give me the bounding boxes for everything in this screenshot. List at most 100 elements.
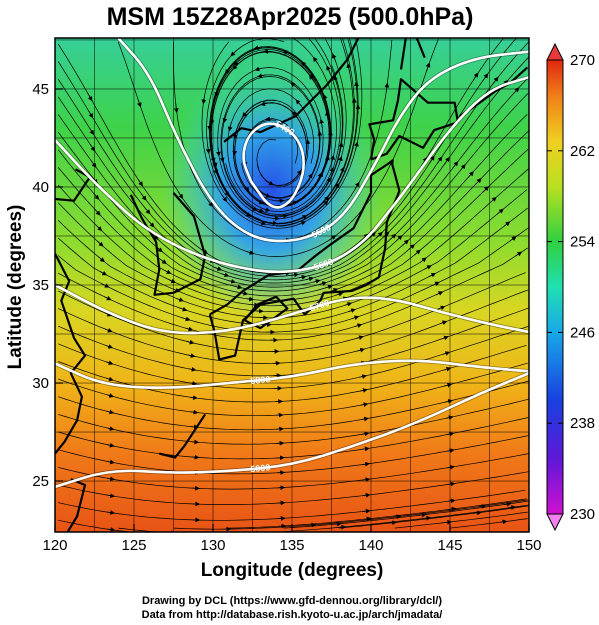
flow-arrow xyxy=(384,82,390,93)
flow-arrow xyxy=(330,288,339,293)
flow-arrow xyxy=(436,156,443,164)
streamline xyxy=(117,38,439,257)
flow-arrow xyxy=(361,416,369,422)
flow-arrow xyxy=(402,239,409,246)
height-contour xyxy=(55,283,529,335)
flow-arrow xyxy=(418,512,427,518)
flow-arrow xyxy=(389,233,397,240)
streamline xyxy=(227,38,337,213)
flow-arrow xyxy=(105,360,114,365)
flow-arrow xyxy=(265,116,274,122)
flow-arrow xyxy=(107,476,115,482)
flow-arrow xyxy=(447,481,456,487)
flow-arrow xyxy=(256,208,265,213)
contour-label: 5900 xyxy=(250,462,271,474)
x-axis-ticks: 120 125 130 135 140 145 150 xyxy=(42,524,542,554)
flow-arrow xyxy=(214,88,219,98)
streamline xyxy=(58,325,529,390)
flow-arrow xyxy=(499,519,508,525)
flow-arrow xyxy=(106,393,115,398)
flow-arrow xyxy=(354,81,359,91)
flow-arrow xyxy=(87,93,93,102)
flow-arrow xyxy=(96,240,104,247)
flow-arrow xyxy=(362,508,371,514)
flow-arrow xyxy=(313,56,319,65)
height-contour xyxy=(55,371,529,489)
flow-arrow xyxy=(89,143,96,152)
coastline xyxy=(223,38,360,143)
coastline xyxy=(399,38,407,70)
flow-arrow xyxy=(344,302,353,307)
flow-arrow xyxy=(447,464,456,470)
flow-arrow xyxy=(207,199,214,208)
flow-arrow xyxy=(354,181,360,190)
flow-arrow xyxy=(210,153,216,163)
flow-arrow xyxy=(98,256,105,263)
flow-arrow xyxy=(445,415,454,420)
flow-arrow xyxy=(425,62,431,72)
streamline xyxy=(58,489,526,521)
flow-arrow xyxy=(201,94,207,105)
flow-arrow xyxy=(513,87,520,94)
height-contour xyxy=(117,38,529,243)
flow-arrow xyxy=(424,265,432,270)
flow-arrow xyxy=(360,402,369,407)
flow-arrow xyxy=(318,171,323,181)
colorbar-gradient xyxy=(546,59,564,515)
flow-arrow xyxy=(459,164,466,172)
flow-arrow xyxy=(222,114,228,124)
flow-arrow xyxy=(444,156,450,165)
flow-arrow xyxy=(443,366,452,372)
flow-arrow xyxy=(187,353,196,358)
y-tick-label: 30 xyxy=(32,375,49,392)
x-tick-label: 140 xyxy=(358,537,383,554)
flow-arrow xyxy=(93,192,100,200)
flow-arrow xyxy=(429,155,435,164)
streamline xyxy=(394,511,529,529)
flow-arrow xyxy=(452,161,459,169)
flow-arrow xyxy=(437,305,446,311)
x-tick-label: 130 xyxy=(200,537,225,554)
flow-arrow xyxy=(338,142,344,152)
flow-arrow xyxy=(442,351,451,356)
flow-arrow xyxy=(95,224,103,232)
flow-arrow xyxy=(106,442,115,448)
flow-arrow xyxy=(473,510,482,516)
flow-arrow xyxy=(258,220,267,226)
x-tick-label: 145 xyxy=(437,537,462,554)
flow-arrow xyxy=(90,160,97,168)
flow-arrow xyxy=(163,269,172,274)
flow-arrow xyxy=(324,284,333,290)
flow-arrow xyxy=(362,461,371,467)
flow-arrow xyxy=(362,477,371,483)
height-contour xyxy=(55,359,529,390)
flow-arrow xyxy=(104,328,113,333)
flow-arrow xyxy=(233,59,241,66)
flow-arrow xyxy=(448,506,457,512)
flow-arrow xyxy=(319,281,328,286)
flow-arrow xyxy=(106,409,115,415)
flow-arrow xyxy=(475,177,482,185)
flow-arrow xyxy=(331,53,337,63)
colorbar-tick-label: 246 xyxy=(570,324,595,341)
height-contour xyxy=(242,122,305,209)
flow-arrow xyxy=(423,515,432,521)
flow-arrow xyxy=(185,326,194,332)
streamline xyxy=(206,38,358,227)
flow-arrow xyxy=(339,166,345,176)
x-tick-label: 120 xyxy=(42,537,67,554)
flow-arrow xyxy=(393,514,402,520)
flow-arrow xyxy=(214,266,223,271)
cold-low-shading xyxy=(162,60,382,320)
flow-arrow xyxy=(503,221,511,227)
flow-arrow xyxy=(482,186,490,193)
streamline xyxy=(58,247,528,341)
flow-arrow xyxy=(335,291,344,297)
flow-arrow xyxy=(106,459,115,465)
streamline xyxy=(118,504,529,532)
streamline xyxy=(57,92,529,292)
flow-arrow xyxy=(354,141,359,151)
flow-arrow xyxy=(205,144,211,154)
flow-arrow xyxy=(189,380,198,386)
flow-arrow xyxy=(106,426,115,431)
